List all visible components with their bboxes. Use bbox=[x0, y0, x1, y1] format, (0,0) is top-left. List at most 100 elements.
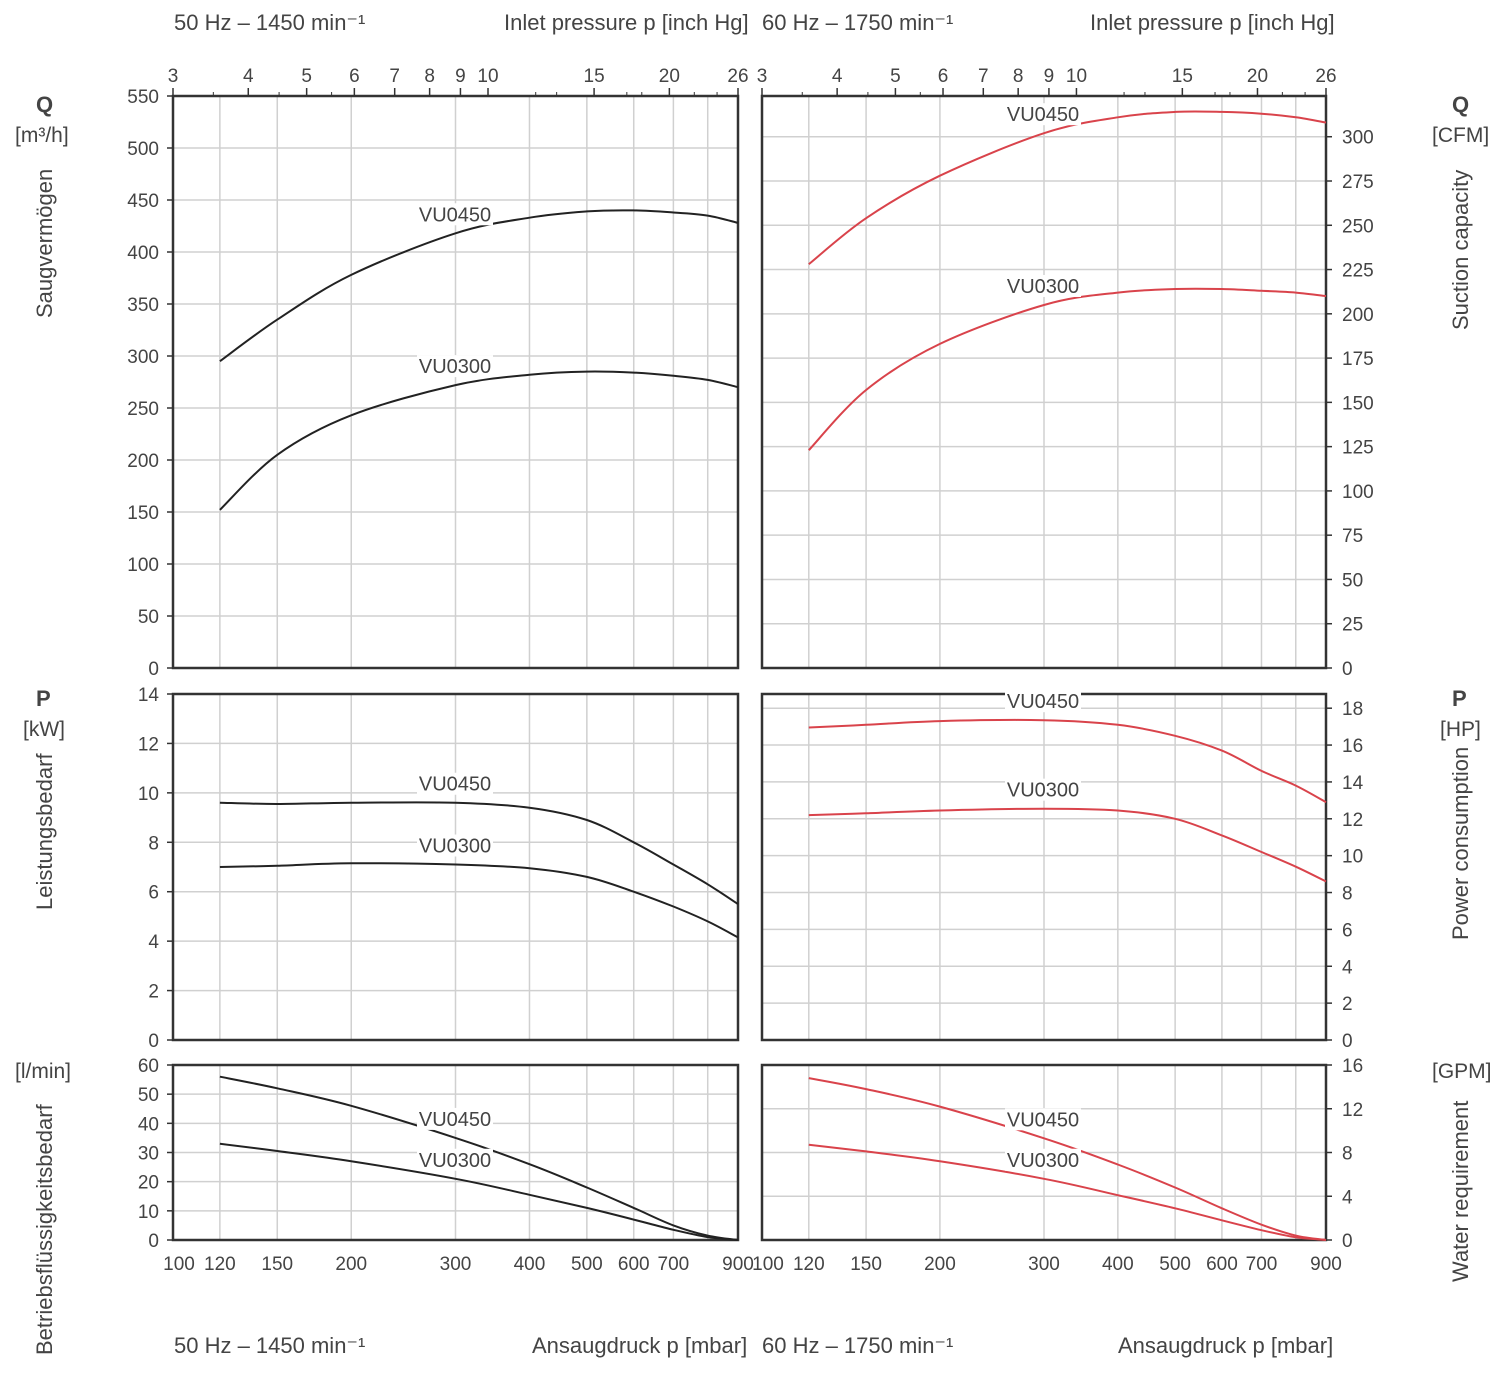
mbar-tick-label: 120 bbox=[793, 1254, 825, 1275]
series-label-vu0450: VU0450 bbox=[419, 1109, 491, 1131]
panel-frame bbox=[171, 692, 740, 1042]
mbar-tick-label: 150 bbox=[261, 1254, 293, 1275]
series-line-vu0300 bbox=[808, 287, 1327, 451]
series-label-bg bbox=[1005, 690, 1081, 713]
y-tick-label: 18 bbox=[1342, 699, 1363, 720]
right-q-unit: [CFM] bbox=[1432, 124, 1490, 147]
mbar-tick-label: 100 bbox=[752, 1254, 784, 1275]
series-label-vu0300: VU0300 bbox=[1007, 1150, 1079, 1172]
mbar-tick-label: 400 bbox=[514, 1254, 546, 1275]
inchhg-tick-label: 7 bbox=[389, 66, 400, 87]
y-tick-label: 275 bbox=[1342, 172, 1374, 193]
y-tick-label: 0 bbox=[1342, 1031, 1353, 1052]
y-tick-label: 25 bbox=[1342, 615, 1363, 636]
mbar-tick-label: 900 bbox=[722, 1254, 754, 1275]
y-tick-label: 200 bbox=[127, 451, 159, 472]
right-w-name: Water requirement bbox=[1448, 1100, 1473, 1282]
left-p-symbol: P bbox=[36, 686, 51, 711]
footer-left-frequency: 50 Hz – 1450 min⁻¹ bbox=[174, 1333, 366, 1358]
series-line-vu0450 bbox=[808, 110, 1327, 265]
series-label-vu0450: VU0450 bbox=[1007, 1109, 1079, 1131]
suction-50hz-panel: VU0450 VU0300 bbox=[167, 88, 740, 670]
inchhg-tick-label: 26 bbox=[1315, 66, 1336, 87]
right-p-name: Power consumption bbox=[1448, 746, 1473, 940]
series-label-bg bbox=[417, 772, 493, 795]
series-label-vu0450: VU0450 bbox=[1007, 104, 1079, 126]
y-tick-label: 50 bbox=[138, 607, 159, 628]
mbar-tick-label: 500 bbox=[1159, 1254, 1191, 1275]
y-tick-label: 12 bbox=[138, 734, 159, 755]
y-tick-label: 8 bbox=[1342, 1144, 1353, 1165]
inchhg-tick-label: 6 bbox=[349, 66, 360, 87]
y-tick-label: 10 bbox=[138, 784, 159, 805]
series-label-vu0300: VU0300 bbox=[1007, 276, 1079, 298]
series-line-vu0300 bbox=[808, 807, 1327, 883]
inchhg-tick-label: 26 bbox=[727, 66, 748, 87]
y-tick-label: 225 bbox=[1342, 261, 1374, 282]
mbar-tick-label: 500 bbox=[571, 1254, 603, 1275]
header-right-frequency: 60 Hz – 1750 min⁻¹ bbox=[762, 10, 954, 35]
series-line-vu0300 bbox=[219, 1142, 739, 1241]
footer-right-axis: Ansaugdruck p [mbar] bbox=[1118, 1333, 1334, 1358]
mbar-tick-label: 700 bbox=[658, 1254, 690, 1275]
panel-frame bbox=[171, 94, 740, 670]
header-right-inlet-axis: Inlet pressure p [inch Hg] bbox=[1090, 10, 1335, 35]
inchhg-tick-label: 20 bbox=[1247, 66, 1268, 87]
y-tick-label: 20 bbox=[138, 1173, 159, 1194]
y-tick-label: 10 bbox=[138, 1202, 159, 1223]
y-tick-label: 0 bbox=[148, 1031, 159, 1052]
series-label-vu0450: VU0450 bbox=[419, 774, 491, 796]
y-tick-label: 50 bbox=[138, 1085, 159, 1106]
series-label-vu0300: VU0300 bbox=[1007, 780, 1079, 802]
y-tick-label: 200 bbox=[1342, 305, 1374, 326]
y-tick-label: 0 bbox=[1342, 1231, 1353, 1252]
y-tick-label: 30 bbox=[138, 1144, 159, 1165]
inchhg-tick-label: 9 bbox=[1044, 66, 1055, 87]
left-p-unit: [kW] bbox=[23, 718, 65, 741]
mbar-tick-label: 120 bbox=[204, 1254, 236, 1275]
series-label-bg bbox=[417, 1148, 493, 1171]
inchhg-tick-label: 7 bbox=[978, 66, 989, 87]
left-p-name: Leistungsbedarf bbox=[32, 753, 57, 910]
y-tick-label: 0 bbox=[1342, 659, 1353, 680]
mbar-tick-label: 200 bbox=[924, 1254, 956, 1275]
right-p-unit: [HP] bbox=[1440, 718, 1481, 741]
y-tick-label: 6 bbox=[148, 883, 159, 904]
y-tick-label: 16 bbox=[1342, 1056, 1363, 1077]
inchhg-tick-label: 9 bbox=[455, 66, 466, 87]
series-label-bg bbox=[417, 834, 493, 857]
y-tick-label: 14 bbox=[138, 685, 160, 706]
y-tick-label: 100 bbox=[127, 555, 159, 576]
y-tick-label: 4 bbox=[1342, 1187, 1353, 1208]
series-label-vu0300: VU0300 bbox=[419, 1150, 491, 1172]
inchhg-tick-label: 15 bbox=[1172, 66, 1193, 87]
inchhg-tick-label: 8 bbox=[1013, 66, 1024, 87]
left-q-name: Saugvermögen bbox=[32, 168, 57, 318]
y-tick-label: 450 bbox=[127, 191, 159, 212]
right-q-name: Suction capacity bbox=[1448, 169, 1473, 330]
series-line-vu0450 bbox=[219, 209, 739, 363]
y-tick-label: 8 bbox=[148, 833, 159, 854]
y-tick-label: 400 bbox=[127, 243, 159, 264]
series-label-bg bbox=[1005, 103, 1081, 126]
header-left-frequency: 50 Hz – 1450 min⁻¹ bbox=[174, 10, 366, 35]
inchhg-tick-label: 5 bbox=[890, 66, 901, 87]
y-tick-label: 8 bbox=[1342, 884, 1353, 905]
mbar-tick-label: 400 bbox=[1102, 1254, 1134, 1275]
mbar-tick-label: 600 bbox=[1206, 1254, 1238, 1275]
series-label-vu0300: VU0300 bbox=[419, 356, 491, 378]
series-label-bg bbox=[1005, 778, 1081, 801]
left-q-symbol: Q bbox=[36, 92, 54, 117]
y-tick-label: 4 bbox=[1342, 957, 1353, 978]
mbar-tick-label: 900 bbox=[1310, 1254, 1342, 1275]
series-label-bg bbox=[1005, 1148, 1081, 1171]
y-tick-label: 250 bbox=[127, 399, 159, 420]
series-label-vu0450: VU0450 bbox=[419, 204, 491, 226]
inchhg-tick-label: 10 bbox=[477, 66, 498, 87]
series-line-vu0300 bbox=[219, 370, 739, 511]
left-w-unit: [l/min] bbox=[15, 1060, 72, 1083]
right-w-unit: [GPM] bbox=[1432, 1060, 1492, 1083]
y-tick-label: 14 bbox=[1342, 773, 1364, 794]
mbar-tick-label: 300 bbox=[440, 1254, 472, 1275]
